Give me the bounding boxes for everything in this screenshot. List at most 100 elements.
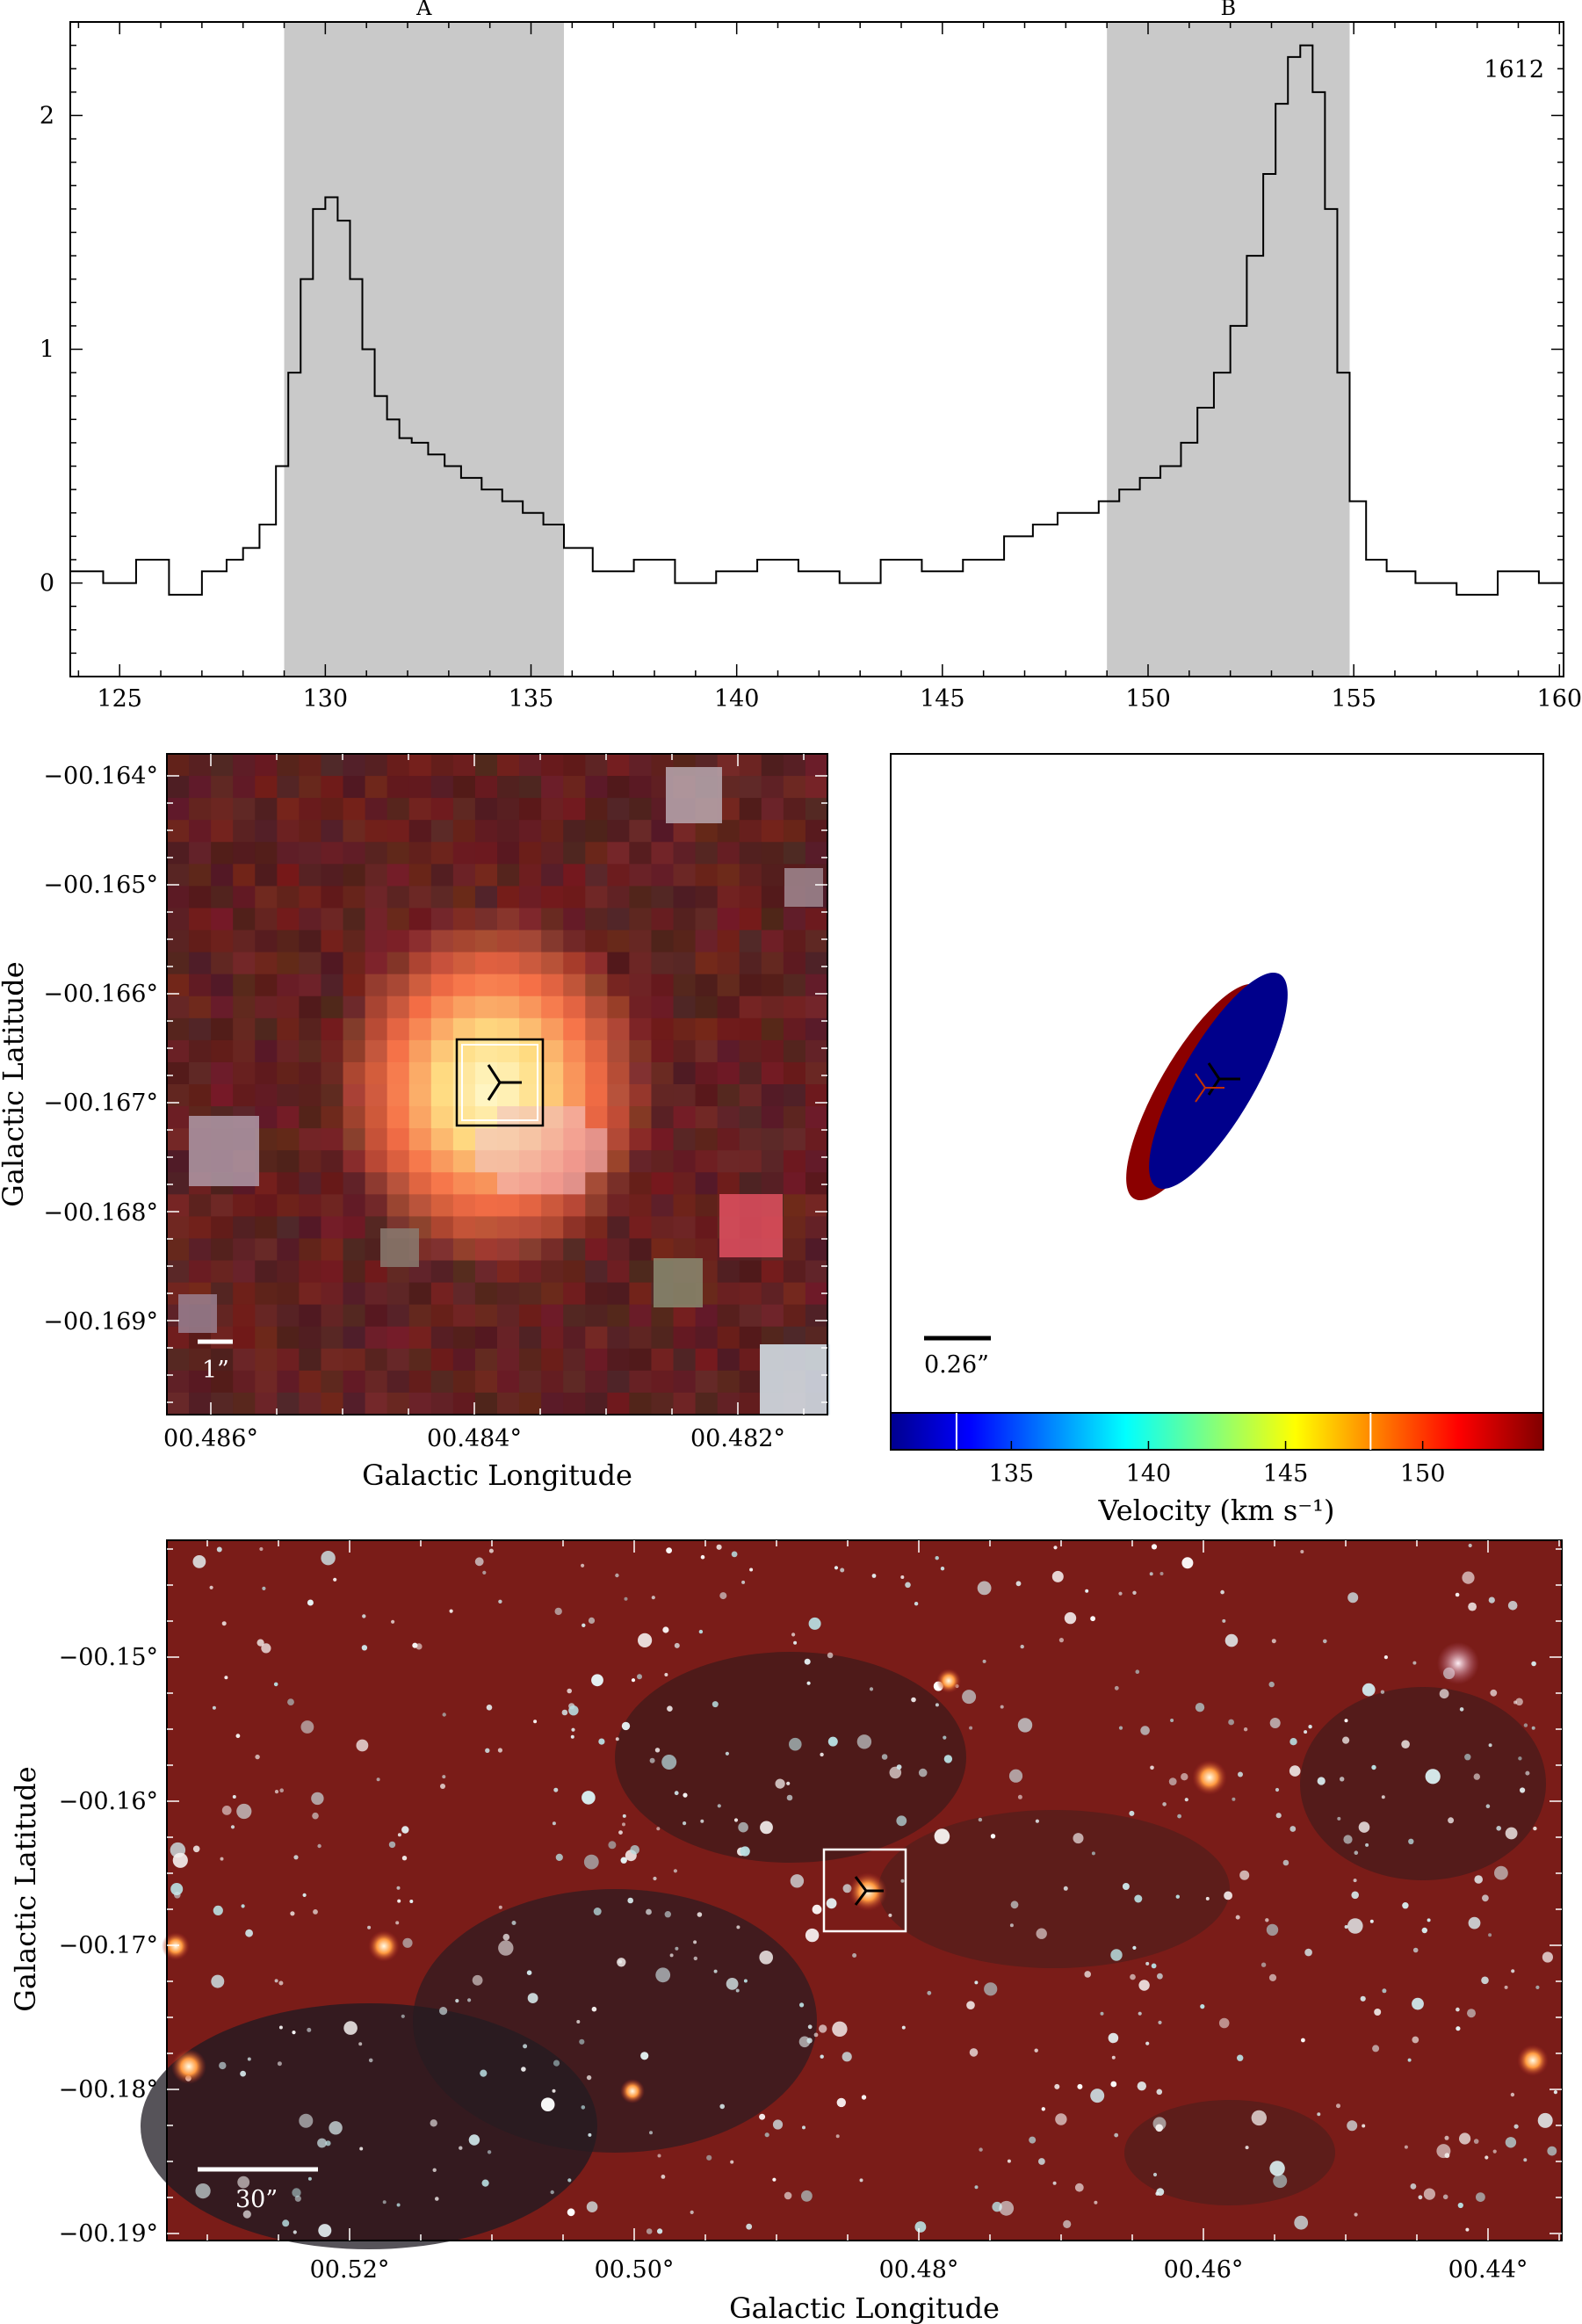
- image-pixel: [739, 1039, 762, 1063]
- image-pixel: [695, 908, 719, 931]
- field-star: [311, 1792, 324, 1806]
- image-pixel: [607, 864, 630, 887]
- image-pixel: [563, 1370, 586, 1394]
- image-pixel: [673, 820, 697, 843]
- image-pixel: [474, 1194, 498, 1217]
- field-star: [978, 1817, 983, 1822]
- image-pixel: [541, 1348, 564, 1372]
- field-star: [586, 2201, 598, 2212]
- field-star: [1531, 1726, 1535, 1730]
- image-pixel: [805, 974, 828, 997]
- field-star: [683, 1821, 687, 1826]
- image-pixel: [519, 1392, 542, 1415]
- image-pixel: [452, 754, 476, 777]
- field-star: [474, 1557, 484, 1567]
- image-pixel: [739, 952, 762, 975]
- image-pixel: [541, 1194, 564, 1217]
- field-star: [1218, 2017, 1230, 2029]
- field-star: [1402, 1902, 1409, 1909]
- field-star: [224, 1676, 228, 1680]
- field-star: [498, 1905, 502, 1909]
- image-pixel: [651, 864, 675, 887]
- image-pixel: [452, 798, 476, 821]
- image-pixel: [255, 974, 278, 997]
- image-pixel: [211, 1260, 234, 1284]
- image-pixel: [408, 1370, 432, 1394]
- field-star: [836, 2097, 846, 2108]
- image-pixel: [277, 1039, 300, 1063]
- field-star: [804, 1658, 811, 1665]
- image-pixel: [343, 1172, 366, 1195]
- field-star: [789, 1737, 802, 1751]
- field-star: [397, 1833, 401, 1837]
- image-pixel: [629, 1260, 653, 1284]
- image-pixel: [343, 1304, 366, 1328]
- image-pixel: [783, 908, 806, 931]
- image-pixel: [211, 908, 234, 931]
- image-pixel: [277, 1084, 300, 1107]
- image-pixel: [386, 1172, 410, 1195]
- image-pixel: [408, 776, 432, 799]
- field-star: [808, 1617, 821, 1630]
- field-star: [278, 1980, 284, 1986]
- image-pixel: [386, 1039, 410, 1063]
- y-tick-label: 1: [40, 337, 54, 364]
- image-pixel: [717, 1370, 740, 1394]
- field-star: [827, 1652, 834, 1659]
- image-pixel: [497, 1260, 520, 1284]
- image-pixel: [386, 1194, 410, 1217]
- image-pixel: [233, 995, 256, 1019]
- field-star: [802, 2125, 805, 2130]
- field-star: [1052, 2181, 1057, 2185]
- image-pixel: [299, 1282, 322, 1306]
- x-tick-label: 00.48°: [879, 2256, 959, 2284]
- image-pixel: [474, 930, 498, 953]
- image-pixel: [233, 1260, 256, 1284]
- field-star: [553, 1787, 559, 1792]
- field-star: [1362, 1683, 1376, 1697]
- image-pixel: [189, 1392, 212, 1415]
- image-pixel: [167, 1061, 190, 1085]
- image-pixel: [783, 754, 806, 777]
- zoom-x-ticks: 00.486° 00.484° 00.482°: [163, 754, 805, 1452]
- image-pixel: [365, 754, 388, 777]
- field-star: [935, 1556, 939, 1560]
- field-star: [842, 2052, 852, 2062]
- image-pixel: [607, 1304, 630, 1328]
- field-star: [697, 1912, 703, 1917]
- image-pixel: [386, 1084, 410, 1107]
- image-pixel: [408, 995, 432, 1019]
- image-pixel: [430, 930, 454, 953]
- image-pixel: [386, 1392, 410, 1415]
- image-pixel: [717, 1039, 740, 1063]
- image-pixel: [563, 1260, 586, 1284]
- image-pixel: [695, 1370, 719, 1394]
- field-star: [620, 1857, 627, 1864]
- image-pixel: [563, 842, 586, 865]
- field-star: [571, 1727, 575, 1732]
- image-pixel: [607, 1084, 630, 1107]
- image-pixel: [739, 1061, 762, 1085]
- image-pixel: [717, 886, 740, 909]
- field-star: [401, 2014, 405, 2018]
- image-pixel: [585, 1370, 608, 1394]
- image-pixel: [541, 1128, 564, 1151]
- field-star: [749, 1567, 754, 1572]
- image-pixel: [474, 1150, 498, 1173]
- field-star: [1145, 2041, 1150, 2045]
- field-star: [209, 1585, 213, 1589]
- image-pixel: [365, 776, 388, 799]
- field-star: [772, 2119, 784, 2130]
- image-pixel: [408, 952, 432, 975]
- image-pixel: [343, 776, 366, 799]
- image-pixel: [452, 1238, 476, 1262]
- field-star: [1342, 1736, 1350, 1744]
- image-pixel: [739, 842, 762, 865]
- image-pixel: [563, 1128, 586, 1151]
- field-star: [674, 1642, 680, 1648]
- field-star: [1372, 2045, 1380, 2053]
- image-pixel: [321, 930, 344, 953]
- image-pixel: [651, 1392, 675, 1415]
- image-pixel: [386, 995, 410, 1019]
